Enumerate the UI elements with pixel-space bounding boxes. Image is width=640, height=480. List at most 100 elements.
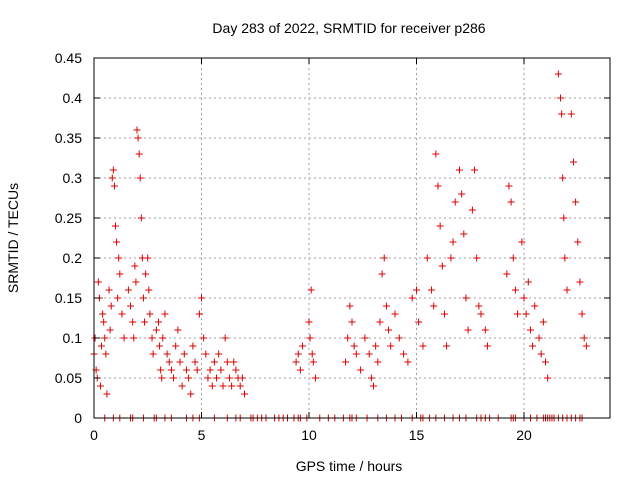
- data-point: [228, 382, 236, 390]
- data-point: [191, 358, 199, 366]
- data-point: [468, 206, 476, 214]
- data-point: [232, 366, 240, 374]
- data-point: [116, 270, 124, 278]
- data-point: [185, 374, 193, 382]
- data-point: [346, 302, 354, 310]
- data-point: [306, 334, 314, 342]
- data-point: [563, 286, 571, 294]
- data-point: [436, 222, 444, 230]
- data-point: [109, 166, 117, 174]
- data-point: [133, 126, 141, 134]
- data-point: [204, 374, 212, 382]
- data-point: [238, 374, 246, 382]
- data-point: [156, 342, 164, 350]
- data-point: [148, 334, 156, 342]
- data-point: [219, 382, 227, 390]
- data-point: [438, 262, 446, 270]
- data-point: [129, 318, 137, 326]
- data-point: [382, 302, 390, 310]
- data-point: [451, 198, 459, 206]
- data-point: [440, 310, 448, 318]
- data-point: [165, 358, 173, 366]
- data-point: [526, 326, 534, 334]
- tick-marks: [93, 57, 610, 419]
- data-point: [305, 318, 313, 326]
- data-point: [223, 358, 231, 366]
- data-point: [149, 350, 157, 358]
- y-tick-label: 0.05: [55, 370, 82, 386]
- y-tick-label: 0.1: [63, 330, 83, 346]
- data-point: [561, 254, 569, 262]
- x-tick-labels: 0 5 10 15 20: [90, 427, 532, 443]
- data-point: [522, 310, 530, 318]
- data-points: [90, 70, 590, 398]
- data-point: [481, 326, 489, 334]
- data-point: [569, 158, 577, 166]
- data-point: [167, 366, 175, 374]
- data-point: [98, 342, 106, 350]
- data-point: [367, 374, 375, 382]
- data-point: [428, 286, 436, 294]
- data-point: [387, 342, 395, 350]
- data-point: [361, 334, 369, 342]
- data-point: [114, 294, 122, 302]
- data-point: [189, 342, 197, 350]
- y-axis-label: SRMTID / TECUs: [5, 183, 21, 293]
- data-point: [518, 238, 526, 246]
- data-point: [447, 254, 455, 262]
- y-tick-label: 0.15: [55, 290, 82, 306]
- y-tick-labels: 0 0.05 0.1 0.15 0.2 0.25 0.3 0.35 0.4 0.45: [55, 50, 82, 426]
- data-point: [182, 366, 190, 374]
- data-point: [187, 390, 195, 398]
- data-point: [101, 334, 109, 342]
- data-point: [206, 366, 214, 374]
- data-point: [124, 286, 132, 294]
- data-point: [557, 94, 565, 102]
- data-point: [404, 358, 412, 366]
- data-point: [471, 166, 479, 174]
- data-point: [136, 174, 144, 182]
- data-point: [582, 342, 590, 350]
- data-point: [135, 150, 143, 158]
- data-point: [503, 270, 511, 278]
- y-tick-label: 0.3: [63, 170, 83, 186]
- data-point: [241, 390, 248, 398]
- y-tick-label: 0.45: [55, 50, 82, 66]
- data-point: [208, 382, 216, 390]
- data-point: [180, 350, 188, 358]
- data-point: [380, 254, 388, 262]
- data-point: [198, 294, 205, 302]
- data-point: [127, 302, 135, 310]
- data-point: [120, 334, 128, 342]
- data-point: [372, 342, 380, 350]
- data-point: [460, 230, 468, 238]
- data-point: [139, 294, 147, 302]
- data-point: [155, 318, 162, 326]
- data-point: [391, 310, 399, 318]
- data-point: [170, 374, 178, 382]
- data-point: [107, 302, 115, 310]
- data-point: [477, 310, 485, 318]
- data-point: [102, 350, 110, 358]
- data-point: [350, 342, 358, 350]
- plot-frame: [93, 57, 611, 419]
- data-point: [505, 182, 513, 190]
- data-point: [215, 350, 223, 358]
- data-point: [96, 382, 104, 390]
- data-point: [559, 174, 567, 182]
- data-point: [141, 318, 149, 326]
- data-point: [462, 294, 470, 302]
- data-point: [374, 358, 382, 366]
- data-point: [144, 254, 152, 262]
- data-point: [365, 350, 373, 358]
- data-point: [423, 254, 431, 262]
- x-axis-label: GPS time / hours: [296, 458, 403, 474]
- data-point: [195, 310, 203, 318]
- data-point: [415, 318, 423, 326]
- data-point: [473, 254, 481, 262]
- data-point: [370, 382, 377, 390]
- data-point: [344, 334, 352, 342]
- data-point: [524, 278, 532, 286]
